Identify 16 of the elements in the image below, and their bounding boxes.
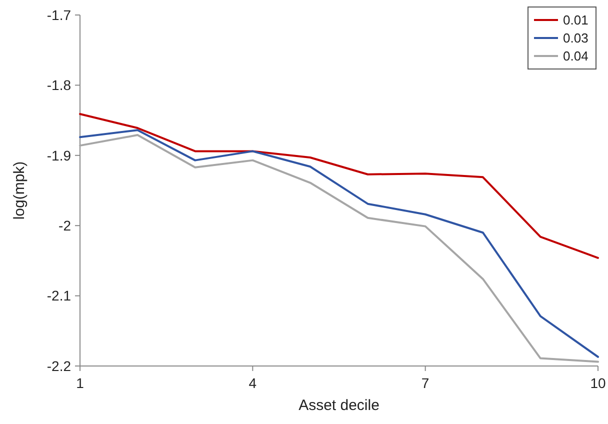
x-tick-label: 1	[76, 375, 84, 391]
y-tick-label: -1.9	[46, 147, 72, 164]
line-series	[79, 112, 599, 259]
y-tick-label: -1.8	[46, 77, 72, 94]
x-tick-label: 7	[421, 375, 430, 391]
x-axis-title: Asset decile	[298, 397, 380, 414]
y-tick-label: -2.2	[46, 358, 72, 374]
y-axis-title: log(mpk)	[11, 161, 28, 220]
x-tick-label: 4	[248, 375, 257, 391]
y-tick-label: -2	[58, 218, 72, 234]
legend-label: 0.03	[563, 30, 588, 46]
x-tick-label: 10	[590, 375, 606, 391]
legend-label: 0.04	[563, 48, 588, 64]
y-tick-label: -1.7	[46, 6, 72, 23]
y-tick-label: -2.1	[46, 288, 72, 304]
legend-label: 0.01	[563, 12, 588, 28]
